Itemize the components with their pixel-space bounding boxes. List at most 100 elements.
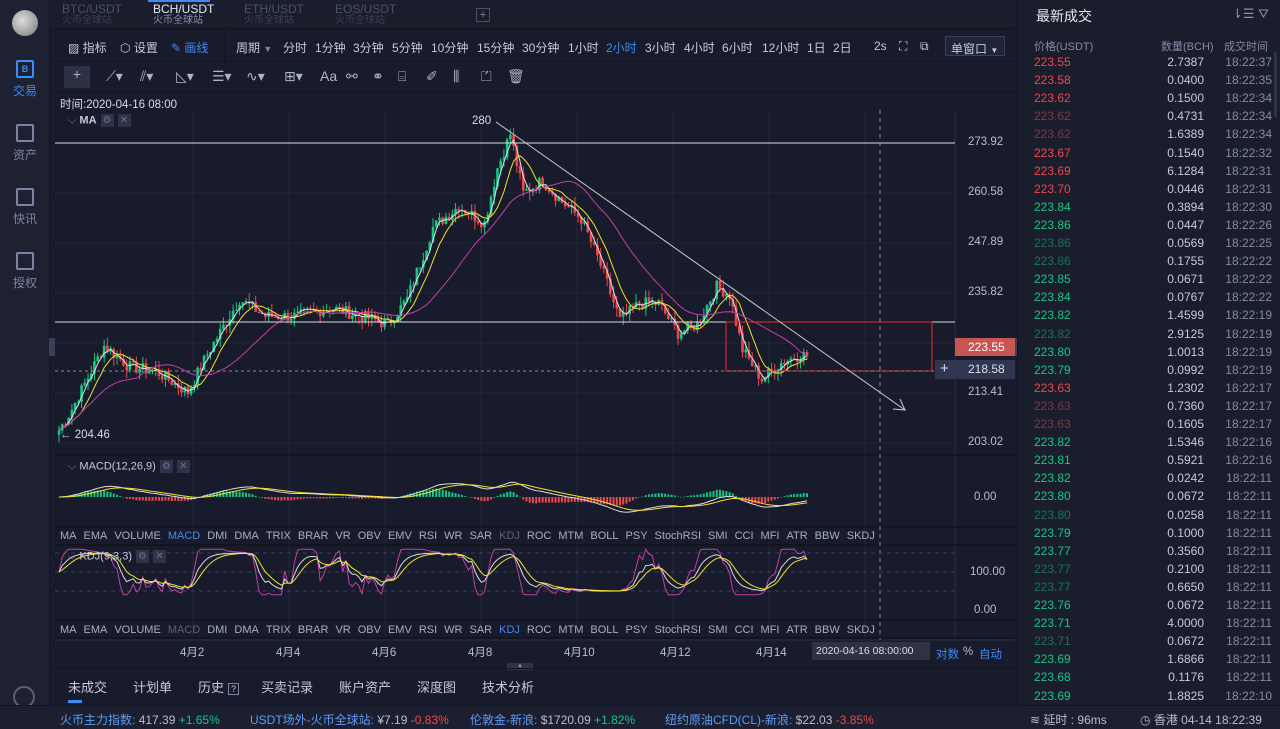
angle-tool[interactable]: ◺▾ <box>176 68 194 84</box>
collapse-icon[interactable]: ⌵ <box>68 460 80 473</box>
sort-icon[interactable]: ⇂☰ <box>1232 6 1255 21</box>
indicator-brar[interactable]: BRAR <box>297 624 329 636</box>
tab-eos-usdt[interactable]: EOS/USDT 火币全球站 <box>335 3 396 27</box>
indicator-dma[interactable]: DMA <box>234 624 259 636</box>
status-ticker-0[interactable]: 火币主力指数: 417.39 +1.65% <box>60 711 220 728</box>
window-mode-select[interactable]: 单窗口 ▼ <box>945 36 1005 56</box>
close-icon[interactable]: ✕ <box>117 114 131 127</box>
gear-icon[interactable]: ⚙ <box>100 114 114 127</box>
indicator-trix[interactable]: TRIX <box>265 624 291 636</box>
fullscreen-icon[interactable]: ⛶ <box>899 39 908 53</box>
indicator-atr[interactable]: ATR <box>786 624 808 636</box>
indicator-wr[interactable]: WR <box>444 624 463 636</box>
sidebar-item-assets[interactable]: 资产 <box>0 124 50 163</box>
interval-13[interactable]: 1日 <box>807 41 826 55</box>
tab-eth-usdt[interactable]: ETH/USDT 火币全球站 <box>244 3 304 27</box>
indicator-smi[interactable]: SMI <box>708 530 728 542</box>
indicator-macd[interactable]: MACD <box>167 624 201 636</box>
interval-3[interactable]: 5分钟 <box>392 41 423 55</box>
add-tab-button[interactable]: + <box>476 8 490 22</box>
close-icon[interactable]: ✕ <box>152 550 166 563</box>
draw-button[interactable]: ✎ 画线 <box>171 39 208 56</box>
collapse-icon[interactable]: ⌵ <box>68 550 80 563</box>
collapse-left-handle[interactable] <box>49 338 55 356</box>
indicator-button[interactable]: ▨ 指标 <box>68 39 107 56</box>
crosshair-tool[interactable]: + <box>64 66 90 88</box>
gear-icon[interactable]: ⚙ <box>135 550 149 563</box>
indicator-dmi[interactable]: DMI <box>207 530 228 542</box>
indicator-psy[interactable]: PSY <box>625 530 648 542</box>
trash-icon[interactable]: 🗑 <box>507 68 525 84</box>
sidebar-item-trade[interactable]: B 交易 <box>0 60 50 99</box>
indicator-trix[interactable]: TRIX <box>265 530 291 542</box>
status-ticker-2[interactable]: 伦敦金-新浪: $1720.09 +1.82% <box>470 711 635 728</box>
interval-10[interactable]: 4小时 <box>684 41 715 55</box>
indicator-psy[interactable]: PSY <box>625 624 648 636</box>
interval-14[interactable]: 2日 <box>833 41 852 55</box>
indicator-ema[interactable]: EMA <box>83 530 108 542</box>
tab-bch-usdt[interactable]: BCH/USDT 火币全球站 <box>153 3 214 27</box>
indicator-volume[interactable]: VOLUME <box>114 624 161 636</box>
log-scale-toggle[interactable]: 对数 <box>936 649 959 661</box>
interval-4[interactable]: 10分钟 <box>431 41 469 55</box>
bottom-tab-2[interactable]: 历史? <box>198 677 240 696</box>
bottom-tab-0[interactable]: 未成交 <box>68 677 107 696</box>
indicator-emv[interactable]: EMV <box>387 530 412 542</box>
indicator-obv[interactable]: OBV <box>357 624 381 636</box>
indicator-kdj[interactable]: KDJ <box>499 530 520 542</box>
parallel-line-tool[interactable]: ⫽▾ <box>140 68 154 84</box>
indicator-mtm[interactable]: MTM <box>558 624 584 636</box>
indicator-volume[interactable]: VOLUME <box>114 530 161 542</box>
indicator-smi[interactable]: SMI <box>708 624 728 636</box>
indicator-mfi[interactable]: MFI <box>760 530 780 542</box>
bottom-tab-1[interactable]: 计划单 <box>133 677 172 696</box>
refresh-interval[interactable]: 2s <box>874 39 887 53</box>
eraser-pen-icon[interactable]: ✐ <box>426 68 438 84</box>
indicator-skdj[interactable]: SKDJ <box>846 530 875 542</box>
text-tool[interactable]: Aa <box>320 68 338 84</box>
rectangle-tool[interactable]: ⊞▾ <box>284 68 303 84</box>
interval-8[interactable]: 2小时 <box>606 41 637 55</box>
settings-button[interactable]: ⬡ 设置 <box>120 39 158 56</box>
interval-11[interactable]: 6小时 <box>722 41 753 55</box>
line-tool[interactable]: ⟋▾ <box>106 68 123 84</box>
indicator-obv[interactable]: OBV <box>357 530 381 542</box>
trades-scrollbar[interactable] <box>1274 52 1277 117</box>
interval-0[interactable]: 分时 <box>283 41 308 55</box>
new-window-icon[interactable]: ⧉ <box>920 39 929 53</box>
interval-7[interactable]: 1小时 <box>568 41 599 55</box>
interval-12[interactable]: 12小时 <box>762 41 800 55</box>
indicator-cci[interactable]: CCI <box>734 624 754 636</box>
auto-scale-toggle[interactable]: 自动 <box>979 649 1002 661</box>
indicator-bbw[interactable]: BBW <box>814 530 840 542</box>
expand-panel-handle[interactable]: ▲ <box>507 663 533 670</box>
indicator-mtm[interactable]: MTM <box>558 530 584 542</box>
interval-1[interactable]: 1分钟 <box>315 41 346 55</box>
indicator-rsi[interactable]: RSI <box>418 624 438 636</box>
status-ticker-1[interactable]: USDT场外-火币全球站: ¥7.19 -0.83% <box>250 711 449 728</box>
indicator-rsi[interactable]: RSI <box>418 530 438 542</box>
lock-icon[interactable]: ⏍ <box>481 68 492 84</box>
indicator-skdj[interactable]: SKDJ <box>846 624 875 636</box>
bottom-tab-5[interactable]: 深度图 <box>417 677 456 696</box>
indicator-dmi[interactable]: DMI <box>207 624 228 636</box>
indicator-mfi[interactable]: MFI <box>760 624 780 636</box>
percent-scale-toggle[interactable]: % <box>963 646 974 658</box>
indicator-sar[interactable]: SAR <box>469 624 493 636</box>
kline-canvas[interactable] <box>55 92 1015 662</box>
add-alert-icon[interactable]: + <box>940 360 949 377</box>
bottom-tab-6[interactable]: 技术分析 <box>482 677 534 696</box>
interval-6[interactable]: 30分钟 <box>522 41 560 55</box>
indicator-boll[interactable]: BOLL <box>590 624 619 636</box>
indicator-stochrsi[interactable]: StochRSI <box>654 530 702 542</box>
kline-chart[interactable] <box>55 92 1015 662</box>
filter-icon[interactable]: ⛛ <box>1258 6 1269 21</box>
sidebar-item-news[interactable]: 快讯 <box>0 188 50 227</box>
indicator-vr[interactable]: VR <box>335 624 351 636</box>
ruler-icon[interactable]: ⌸ <box>398 68 407 84</box>
indicator-ema[interactable]: EMA <box>83 624 108 636</box>
indicator-sar[interactable]: SAR <box>469 530 493 542</box>
indicator-emv[interactable]: EMV <box>387 624 412 636</box>
wave-tool[interactable]: ∿▾ <box>246 68 265 84</box>
sidebar-item-auth[interactable]: 授权 <box>0 252 50 291</box>
